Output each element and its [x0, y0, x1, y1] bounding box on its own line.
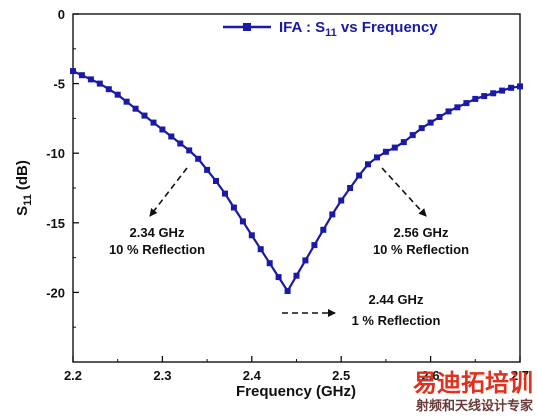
annotation-left: 2.34 GHz 10 % Reflection — [109, 167, 205, 257]
y-tick-label: -20 — [46, 285, 65, 300]
data-point — [239, 218, 246, 225]
data-point — [338, 197, 345, 204]
data-point — [150, 119, 157, 126]
series-s11 — [70, 68, 523, 294]
data-point — [382, 148, 389, 155]
data-point — [204, 166, 211, 173]
svg-text:IFA : S11 vs Frequency: IFA : S11 vs Frequency — [279, 19, 438, 39]
data-point — [436, 114, 443, 120]
legend-label-suffix: vs Frequency — [337, 19, 439, 36]
data-point — [96, 80, 103, 87]
data-point — [87, 76, 94, 83]
data-point — [186, 147, 193, 154]
data-point — [409, 132, 416, 139]
data-point — [391, 144, 398, 151]
annotation-right-arrow — [381, 167, 427, 217]
x-tick-label: 2.6 — [422, 368, 440, 383]
legend-marker — [243, 23, 251, 31]
annotation-right-line1: 2.56 GHz — [394, 225, 449, 240]
data-point — [123, 98, 130, 105]
data-point — [320, 226, 327, 233]
annotation-left-line2: 10 % Reflection — [109, 242, 205, 257]
data-point — [311, 242, 318, 249]
data-point — [213, 178, 219, 184]
y-axis: 0 -5 -10 -15 -20 — [46, 7, 79, 328]
x-tick-label: 2.4 — [243, 368, 262, 383]
data-point — [418, 125, 425, 132]
data-point — [248, 232, 255, 239]
data-point — [168, 133, 175, 140]
y-axis-title-subscript: 11 — [22, 194, 34, 206]
data-point — [257, 246, 264, 253]
data-point — [222, 190, 228, 197]
data-point — [427, 119, 434, 126]
y-tick-label: 0 — [58, 7, 65, 22]
annotation-minimum: 2.44 GHz 1 % Reflection — [282, 292, 440, 328]
watermark-main: 易迪拓培训 — [413, 369, 533, 397]
data-point — [454, 104, 461, 111]
x-axis: 2.2 2.3 2.4 2.5 2.6 2.7 — [64, 356, 529, 383]
y-tick-label: -15 — [46, 216, 65, 231]
data-point — [472, 95, 479, 102]
data-point — [508, 84, 515, 91]
data-point — [159, 126, 166, 133]
data-point — [275, 274, 282, 281]
data-point — [195, 155, 202, 162]
watermark: 易迪拓培训 射频和天线设计专家 — [413, 369, 534, 413]
x-tick-label: 2.2 — [64, 368, 82, 383]
y-axis-title-unit: (dB) — [14, 160, 31, 190]
data-point — [114, 91, 121, 98]
data-point — [230, 204, 237, 211]
data-point — [266, 260, 273, 267]
data-point — [70, 68, 76, 75]
data-point — [481, 93, 488, 100]
series-line — [72, 70, 521, 294]
annotation-right: 2.56 GHz 10 % Reflection — [373, 167, 469, 257]
legend: IFA : S11 vs Frequency — [223, 19, 438, 39]
watermark-sub: 射频和天线设计专家 — [415, 398, 534, 413]
y-axis-title-main: S — [14, 206, 31, 216]
data-point — [517, 83, 523, 90]
data-point — [400, 139, 407, 146]
data-point — [78, 72, 85, 79]
data-point — [365, 161, 371, 168]
data-point — [445, 108, 452, 115]
annotation-left-line1: 2.34 GHz — [130, 225, 185, 240]
data-point — [293, 272, 300, 279]
data-point — [374, 154, 380, 161]
data-point — [463, 100, 470, 107]
legend-label-subscript: 11 — [325, 27, 337, 39]
x-tick-label: 2.7 — [511, 368, 529, 383]
svg-text:S11(dB): S11 (dB) — [14, 160, 34, 216]
x-tick-label: 2.5 — [332, 368, 350, 383]
annotation-left-arrow — [149, 167, 188, 217]
data-point — [499, 87, 506, 94]
data-point — [490, 90, 497, 97]
data-point — [105, 86, 112, 93]
y-tick-label: -10 — [46, 146, 65, 161]
annotation-right-line2: 10 % Reflection — [373, 242, 469, 257]
data-point — [132, 105, 139, 112]
x-axis-title: Frequency (GHz) — [236, 383, 356, 400]
y-tick-label: -5 — [53, 77, 65, 92]
data-point — [284, 288, 291, 294]
legend-label: IFA : S — [279, 19, 325, 36]
data-point — [141, 112, 148, 119]
annotation-minimum-line1: 2.44 GHz — [369, 292, 424, 307]
data-point — [356, 172, 363, 179]
x-tick-label: 2.3 — [153, 368, 171, 383]
annotation-minimum-line2: 1 % Reflection — [352, 313, 441, 328]
data-point — [347, 185, 354, 191]
y-axis-title: S11 (dB) — [14, 160, 34, 216]
data-point — [302, 257, 309, 264]
data-point — [177, 140, 184, 147]
plot-frame — [72, 13, 521, 363]
data-point — [329, 211, 336, 218]
